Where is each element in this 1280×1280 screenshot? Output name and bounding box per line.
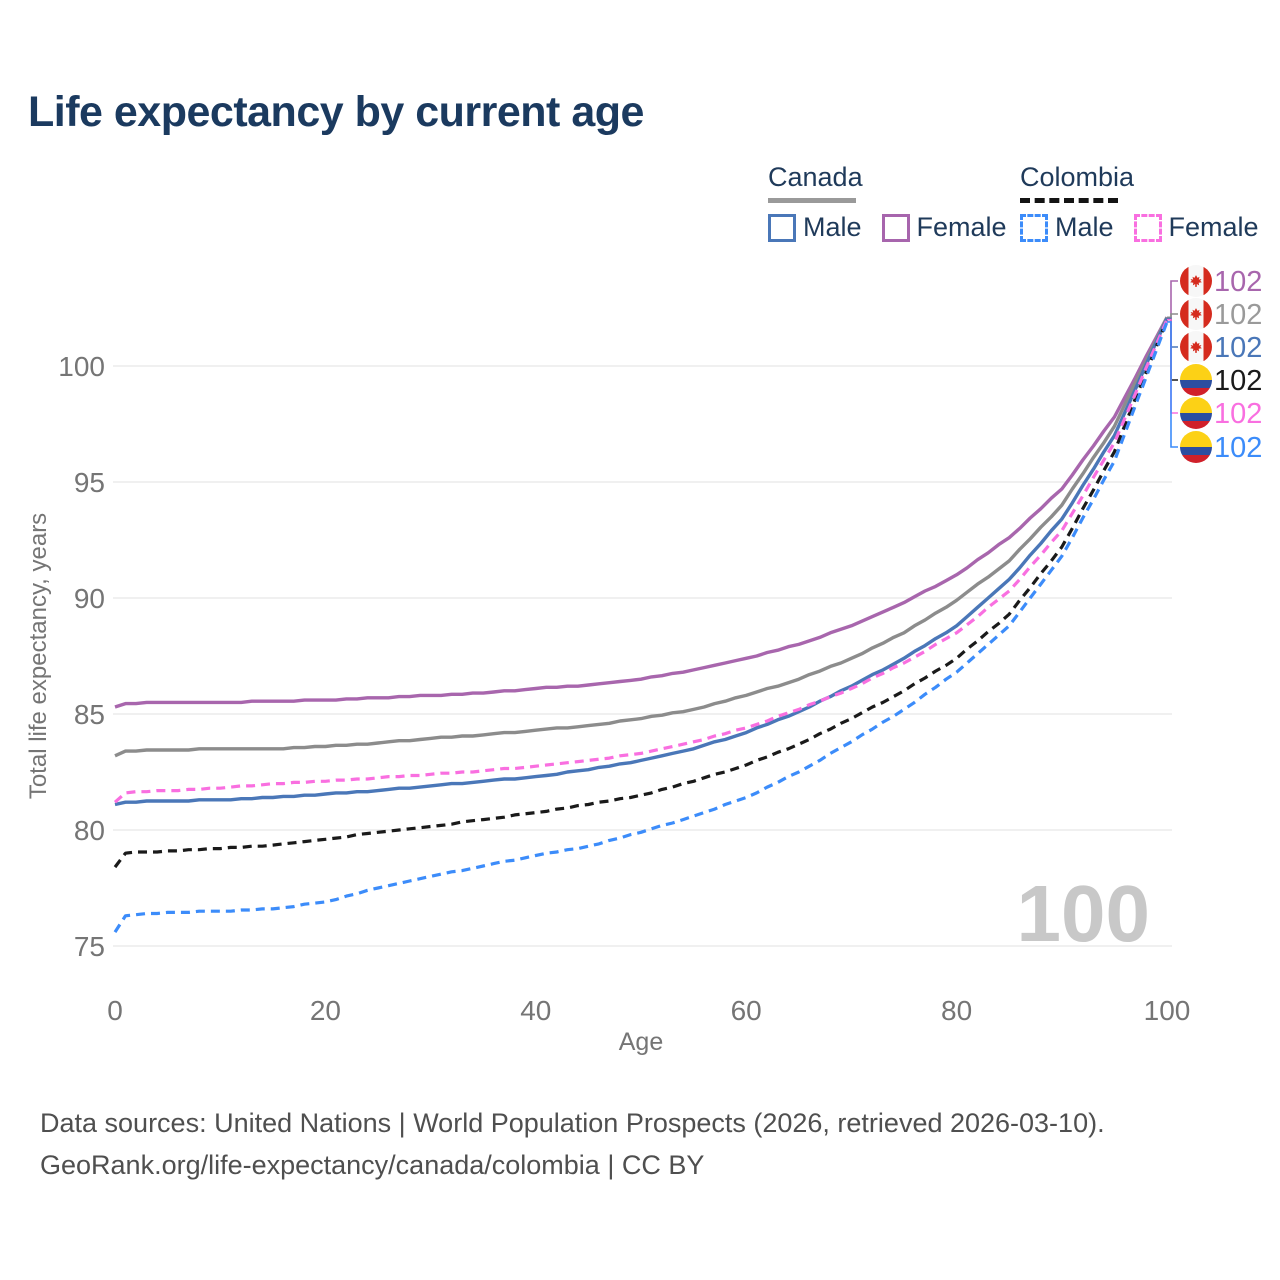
data-sources-text: Data sources: United Nations | World Pop… xyxy=(40,1108,1105,1138)
canada-flag-icon xyxy=(1180,265,1212,297)
canada-female-swatch-icon xyxy=(881,213,910,242)
legend-item-colombia-female[interactable]: Female xyxy=(1133,212,1259,243)
line-canada-female xyxy=(114,316,1169,709)
y-tick-label: 90 xyxy=(74,583,105,614)
legend-item-canada-male[interactable]: Male xyxy=(768,212,862,243)
y-tick-label: 100 xyxy=(58,351,105,382)
leader-line-canada-both-sexes xyxy=(1167,313,1178,319)
legend-colombia-male-label: Male xyxy=(1055,212,1114,242)
y-tick-label: 80 xyxy=(74,815,105,846)
x-tick-label: 20 xyxy=(310,995,341,1026)
page-title: Life expectancy by current age xyxy=(28,88,644,136)
x-tick-label: 80 xyxy=(941,995,972,1026)
y-tick-label: 95 xyxy=(74,467,105,498)
x-tick-label: 40 xyxy=(520,995,551,1026)
line-canada-both-sexes xyxy=(114,316,1169,758)
end-value-label-canada-male: 102 xyxy=(1214,332,1262,364)
legend-colombia-label[interactable]: Colombia xyxy=(1020,162,1135,192)
legend-group-colombia: Colombia Male Female xyxy=(1020,162,1259,243)
end-value-label-canada-female: 102 xyxy=(1214,266,1262,298)
x-axis-title: Age xyxy=(619,1028,663,1056)
y-axis-title: Total life expectancy, years xyxy=(25,513,52,799)
x-tick-label: 60 xyxy=(731,995,762,1026)
canada-male-swatch-icon xyxy=(768,213,796,242)
end-value-label-colombia-both-sexes: 102 xyxy=(1214,365,1262,397)
leader-line-colombia-male xyxy=(1167,321,1178,448)
legend-canada-female-label: Female xyxy=(916,212,1007,242)
current-age-watermark: 100 xyxy=(1016,869,1150,958)
legend-item-canada-female[interactable]: Female xyxy=(881,212,1007,243)
end-value-label-colombia-female: 102 xyxy=(1214,398,1262,430)
line-colombia-both-sexes xyxy=(113,319,1169,869)
x-tick-label: 100 xyxy=(1144,995,1191,1026)
colombia-male-swatch-icon xyxy=(1020,213,1048,242)
legend-canada-label[interactable]: Canada xyxy=(768,162,863,192)
x-tick-label: 0 xyxy=(107,995,123,1026)
y-tick-label: 75 xyxy=(74,931,105,962)
y-tick-label: 85 xyxy=(74,699,105,730)
colombia-dashed-line-swatch xyxy=(1020,198,1118,203)
leader-line-colombia-both-sexes xyxy=(1167,318,1178,381)
end-value-label-canada-both-sexes: 102 xyxy=(1214,299,1262,331)
legend-group-canada: Canada Male Female xyxy=(768,162,1007,243)
legend-colombia-female-label: Female xyxy=(1168,212,1259,242)
line-canada-male xyxy=(114,317,1169,807)
colombia-flag-icon xyxy=(1180,364,1212,396)
end-value-label-colombia-male: 102 xyxy=(1214,432,1262,464)
leader-line-canada-female xyxy=(1167,280,1178,319)
line-colombia-female xyxy=(113,318,1169,804)
legend-canada-male-label: Male xyxy=(803,212,862,242)
legend-item-colombia-male[interactable]: Male xyxy=(1020,212,1114,243)
colombia-flag-icon xyxy=(1180,397,1212,429)
colombia-flag-icon xyxy=(1180,431,1212,463)
colombia-female-swatch-icon xyxy=(1133,213,1162,242)
canada-flag-icon xyxy=(1180,298,1212,330)
attribution-text: GeoRank.org/life-expectancy/canada/colom… xyxy=(40,1150,705,1180)
line-colombia-male xyxy=(113,321,1169,933)
canada-solid-line-swatch xyxy=(768,198,856,203)
canada-flag-icon xyxy=(1180,331,1212,363)
